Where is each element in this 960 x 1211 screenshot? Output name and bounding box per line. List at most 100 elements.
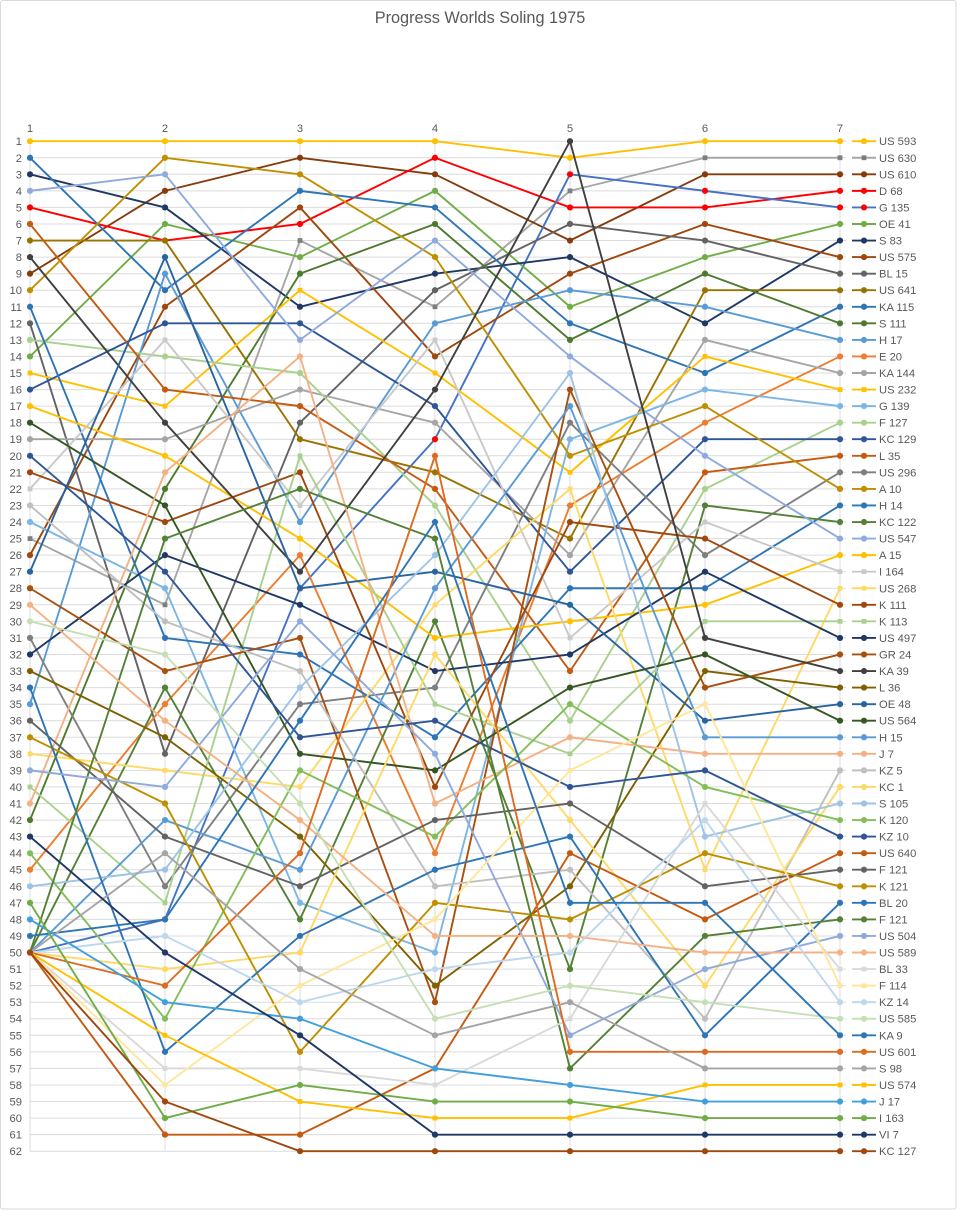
svg-text:S 105: S 105: [879, 799, 908, 811]
svg-text:41: 41: [10, 799, 22, 811]
svg-text:H 14: H 14: [879, 500, 903, 512]
svg-text:49: 49: [10, 931, 22, 943]
svg-text:US 497: US 497: [879, 633, 916, 645]
svg-text:25: 25: [10, 534, 22, 546]
svg-text:9: 9: [16, 269, 22, 281]
svg-text:20: 20: [10, 451, 22, 463]
svg-text:KA 9: KA 9: [879, 1030, 903, 1042]
svg-text:US 601: US 601: [879, 1047, 916, 1059]
svg-text:32: 32: [10, 650, 22, 662]
svg-text:H 15: H 15: [879, 732, 903, 744]
svg-text:7: 7: [16, 236, 22, 248]
svg-text:33: 33: [10, 666, 22, 678]
svg-text:KZ 10: KZ 10: [879, 832, 909, 844]
svg-text:KA 115: KA 115: [879, 302, 914, 314]
svg-text:15: 15: [10, 368, 22, 380]
svg-text:US 564: US 564: [879, 716, 916, 728]
svg-text:57: 57: [10, 1063, 22, 1075]
svg-text:K 113: K 113: [879, 616, 907, 628]
svg-text:I 163: I 163: [879, 1113, 904, 1125]
svg-text:43: 43: [10, 832, 22, 844]
svg-text:KC 129: KC 129: [879, 434, 916, 446]
svg-text:19: 19: [10, 434, 22, 446]
svg-text:6: 6: [16, 219, 22, 231]
svg-text:US 585: US 585: [879, 1014, 916, 1026]
svg-text:K 121: K 121: [879, 881, 908, 893]
svg-text:4: 4: [16, 186, 22, 198]
svg-text:5: 5: [16, 202, 22, 214]
svg-text:54: 54: [10, 1014, 22, 1026]
svg-text:10: 10: [10, 285, 22, 297]
svg-text:60: 60: [10, 1113, 22, 1125]
svg-text:61: 61: [10, 1130, 22, 1142]
svg-text:F 127: F 127: [879, 418, 908, 430]
svg-text:22: 22: [10, 484, 22, 496]
svg-text:6: 6: [702, 123, 708, 135]
svg-text:17: 17: [10, 401, 22, 413]
svg-text:11: 11: [10, 302, 22, 314]
svg-text:53: 53: [10, 997, 22, 1009]
svg-text:39: 39: [10, 765, 22, 777]
svg-text:31: 31: [10, 633, 22, 645]
svg-text:18: 18: [10, 418, 22, 430]
svg-text:1: 1: [16, 136, 22, 148]
svg-text:62: 62: [10, 1146, 22, 1158]
svg-text:US 630: US 630: [879, 153, 916, 165]
svg-text:8: 8: [16, 252, 22, 264]
svg-text:23: 23: [10, 501, 22, 513]
svg-text:OE 41: OE 41: [879, 219, 911, 231]
svg-text:13: 13: [10, 335, 22, 347]
svg-text:16: 16: [10, 385, 22, 397]
svg-text:46: 46: [10, 881, 22, 893]
svg-text:42: 42: [10, 815, 22, 827]
svg-text:2: 2: [16, 153, 22, 165]
svg-text:VI 7: VI 7: [879, 1130, 899, 1142]
svg-text:37: 37: [10, 732, 22, 744]
svg-text:14: 14: [10, 351, 22, 363]
svg-text:S 98: S 98: [879, 1063, 902, 1075]
svg-text:F 121: F 121: [879, 865, 908, 877]
svg-text:44: 44: [10, 848, 22, 860]
svg-text:F 114: F 114: [879, 981, 907, 993]
svg-text:52: 52: [10, 981, 22, 993]
svg-text:OE 48: OE 48: [879, 699, 911, 711]
svg-text:3: 3: [297, 123, 303, 135]
svg-text:K 120: K 120: [879, 815, 908, 827]
svg-text:S 83: S 83: [879, 236, 902, 248]
svg-text:US 296: US 296: [879, 467, 916, 479]
svg-text:A 15: A 15: [879, 550, 901, 562]
svg-text:28: 28: [10, 583, 22, 595]
svg-text:G 139: G 139: [879, 401, 909, 413]
svg-text:BL 15: BL 15: [879, 269, 908, 281]
svg-text:US 610: US 610: [879, 169, 916, 181]
svg-text:KA 144: KA 144: [879, 368, 915, 380]
svg-text:34: 34: [10, 683, 22, 695]
svg-text:G 135: G 135: [879, 202, 909, 214]
svg-text:KC 122: KC 122: [879, 517, 916, 529]
svg-text:J 17: J 17: [879, 1097, 900, 1109]
svg-text:US 641: US 641: [879, 285, 916, 297]
svg-text:GR 24: GR 24: [879, 649, 911, 661]
svg-text:A 10: A 10: [879, 484, 901, 496]
svg-text:KC 127: KC 127: [879, 1146, 916, 1158]
svg-text:US 268: US 268: [879, 583, 916, 595]
svg-text:US 593: US 593: [879, 136, 916, 148]
svg-text:24: 24: [10, 517, 22, 529]
svg-text:5: 5: [567, 123, 573, 135]
svg-text:K 111: K 111: [879, 600, 907, 612]
svg-text:US 640: US 640: [879, 848, 916, 860]
svg-text:58: 58: [10, 1080, 22, 1092]
svg-text:KZ 5: KZ 5: [879, 765, 903, 777]
svg-text:KC 1: KC 1: [879, 782, 904, 794]
svg-text:59: 59: [10, 1097, 22, 1109]
svg-text:Progress Worlds Soling 1975: Progress Worlds Soling 1975: [375, 9, 586, 27]
svg-text:D 68: D 68: [879, 186, 903, 198]
svg-text:US 575: US 575: [879, 252, 916, 264]
svg-text:I 164: I 164: [879, 567, 904, 579]
svg-text:38: 38: [10, 749, 22, 761]
svg-text:US 504: US 504: [879, 931, 916, 943]
svg-text:21: 21: [10, 467, 22, 479]
svg-text:L 35: L 35: [879, 451, 900, 463]
svg-text:4: 4: [432, 123, 438, 135]
svg-text:7: 7: [837, 123, 843, 135]
